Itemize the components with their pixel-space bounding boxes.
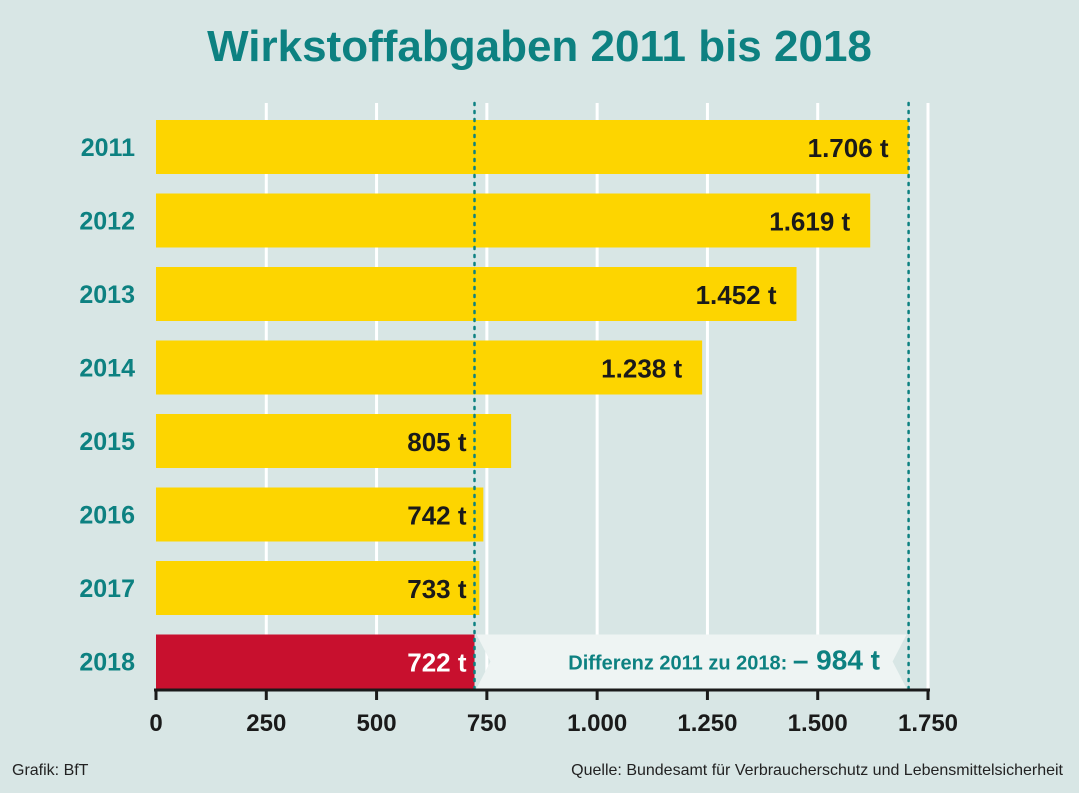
bar <box>156 414 512 468</box>
bar-value-label: 1.706 t <box>808 133 889 163</box>
bar <box>156 193 871 248</box>
x-tick-label: 0 <box>149 710 162 737</box>
category-label: 2013 <box>79 281 135 309</box>
x-tick-label: 1.750 <box>898 710 958 737</box>
x-tick-label: 750 <box>467 710 507 737</box>
bar-value-label: 1.238 t <box>601 354 682 384</box>
category-label: 2011 <box>81 134 135 162</box>
source-text: Quelle: Bundesamt für Verbraucherschutz … <box>571 762 1063 779</box>
bar <box>156 487 484 542</box>
bar-value-label: 722 t <box>407 648 467 678</box>
bar-value-label: 1.619 t <box>769 207 850 237</box>
x-tick-label: 500 <box>357 710 397 737</box>
bar <box>156 634 475 689</box>
x-tick-label: 1.500 <box>788 710 848 737</box>
bar-value-label: 805 t <box>407 427 467 457</box>
bar-value-label: 1.452 t <box>696 280 777 310</box>
category-label: 2014 <box>79 355 135 383</box>
difference-annotation: Differenz 2011 zu 2018: – 984 t <box>568 645 880 676</box>
bar <box>156 120 909 174</box>
bar <box>156 340 703 395</box>
difference-banner <box>476 634 907 689</box>
category-label: 2018 <box>79 649 135 677</box>
category-label: 2012 <box>79 208 135 236</box>
chart-title: Wirkstoffabgaben 2011 bis 2018 <box>207 22 872 71</box>
x-tick-label: 250 <box>246 710 286 737</box>
credit-text: Grafik: BfT <box>12 762 89 779</box>
category-label: 2015 <box>79 428 135 456</box>
category-label: 2017 <box>79 575 135 603</box>
bar <box>156 267 797 321</box>
bar <box>156 561 480 615</box>
category-label: 2016 <box>79 502 135 530</box>
x-tick-label: 1.250 <box>677 710 737 737</box>
bar-value-label: 742 t <box>407 501 467 531</box>
x-tick-label: 1.000 <box>567 710 627 737</box>
bar-value-label: 733 t <box>407 574 467 604</box>
